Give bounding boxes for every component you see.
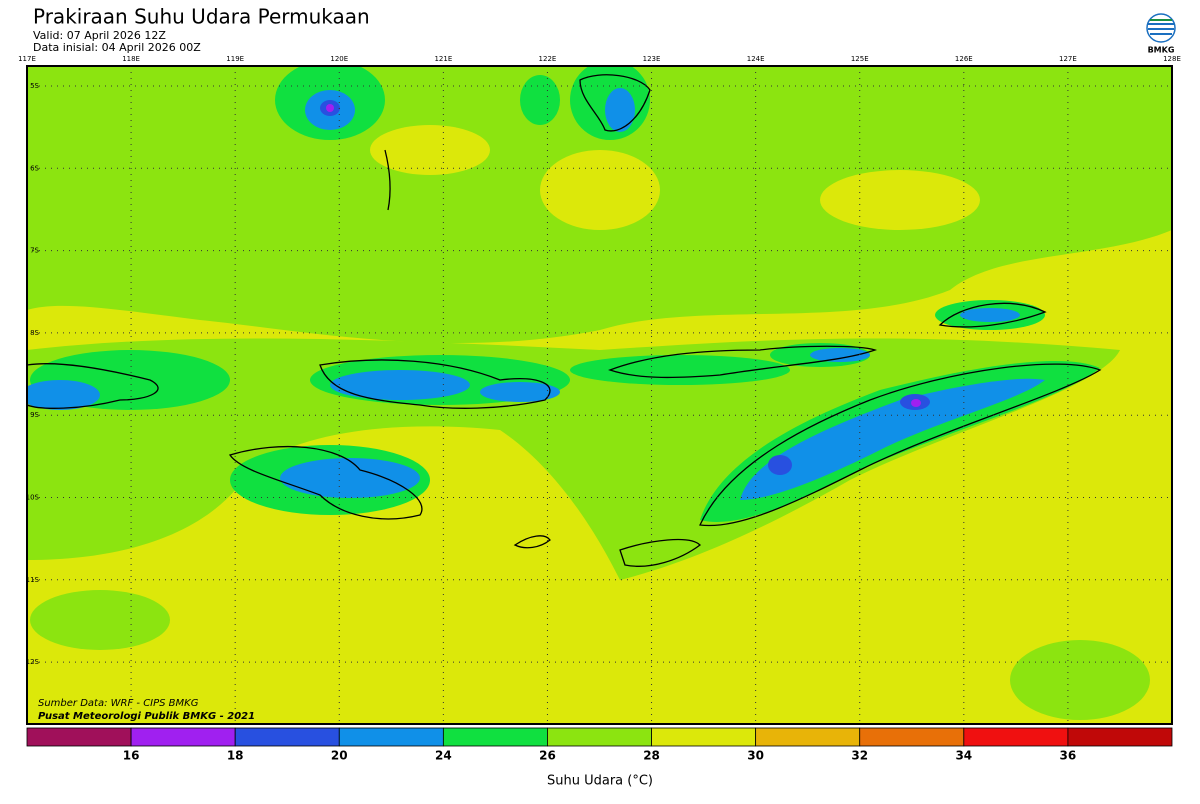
logo: BMKG — [1146, 13, 1176, 55]
legend-swatch — [130, 727, 236, 747]
legend-swatch — [547, 727, 652, 747]
latitude-label: 7S — [30, 247, 39, 255]
legend-swatch — [963, 727, 1069, 747]
latitude-label: 6S — [30, 164, 39, 172]
legend-tick-label: 18 — [227, 749, 244, 763]
legend-swatch — [859, 727, 965, 747]
logo-label: BMKG — [1148, 46, 1175, 55]
latitude-label: 10S — [26, 494, 40, 502]
legend-swatch — [651, 727, 757, 747]
legend-tick-label: 32 — [851, 749, 868, 763]
legend-tick-label: 26 — [539, 749, 556, 763]
longitude-label: 118E — [122, 55, 140, 63]
latitude-label: 5S — [30, 82, 39, 90]
legend-title: Suhu Udara (°C) — [547, 774, 653, 789]
latitude-label: 8S — [30, 329, 39, 337]
legend-tick-label: 30 — [747, 749, 764, 763]
title: Prakiraan Suhu Udara Permukaan — [33, 5, 370, 29]
legend-swatch — [338, 727, 444, 747]
credit: Sumber Data: WRF - CIPS BMKG — [38, 698, 199, 709]
legend-swatch — [234, 727, 340, 747]
credit: Pusat Meteorologi Publik BMKG - 2021 — [38, 711, 255, 722]
valid-time: Valid: 07 April 2026 12Z — [33, 29, 166, 42]
initial-time: Data inisial: 04 April 2026 00Z — [33, 41, 201, 54]
graticule: 117E 118E 119E 120E 121E 122E 123E 124E 125E 126E… — [18, 55, 1181, 724]
longitude-label: 120E — [330, 55, 348, 63]
legend-tick-label: 36 — [1060, 749, 1077, 763]
legend-tick-label: 24 — [435, 749, 452, 763]
legend-tick-label: 20 — [331, 749, 348, 763]
longitude-label: 122E — [539, 55, 557, 63]
latitude-label: 12S — [26, 658, 40, 666]
temperature-field — [27, 66, 1172, 724]
latitude-label: 11S — [26, 576, 40, 584]
latitude-label: 9S — [30, 411, 39, 419]
legend-swatch — [442, 727, 548, 747]
longitude-label: 121E — [434, 55, 452, 63]
longitude-label: 126E — [955, 55, 973, 63]
longitude-label: 124E — [747, 55, 765, 63]
legend-swatch — [755, 727, 861, 747]
legend-swatch — [1067, 727, 1173, 747]
map-frame — [26, 65, 1173, 725]
legend-swatch — [26, 727, 132, 747]
longitude-label: 127E — [1059, 55, 1077, 63]
longitude-label: 123E — [643, 55, 661, 63]
longitude-label: 119E — [226, 55, 244, 63]
legend-tick-label: 16 — [123, 749, 140, 763]
legend-tick-label: 28 — [643, 749, 660, 763]
longitude-label: 117E — [18, 55, 36, 63]
longitude-label: 125E — [851, 55, 869, 63]
color-legend: 16 18 20 24 26 28 30 32 34 36 — [26, 727, 1173, 763]
longitude-label: 128E — [1163, 55, 1181, 63]
legend-tick-label: 34 — [955, 749, 972, 763]
